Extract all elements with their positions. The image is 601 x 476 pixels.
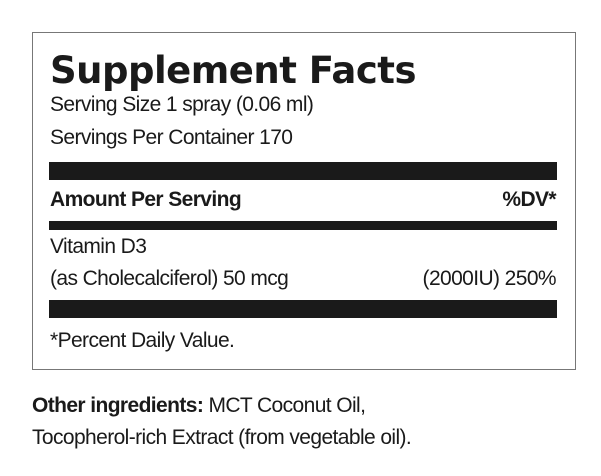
other-ingredients-line2: Tocopherol-rich Extract (from vegetable …: [32, 426, 412, 449]
thick-divider: [49, 162, 557, 180]
amount-per-serving-header: Amount Per Serving: [50, 188, 242, 211]
supplement-facts-panel: [32, 32, 576, 370]
thick-divider: [49, 300, 557, 318]
nutrient-name: Vitamin D3: [50, 235, 147, 258]
footnote: *Percent Daily Value.: [50, 329, 235, 352]
nutrient-detail: (as Cholecalciferol) 50 mcg: [50, 267, 289, 290]
other-ingredients-line1: Other ingredients: MCT Coconut Oil,: [32, 394, 366, 417]
dv-header: %DV*: [502, 188, 556, 211]
thin-divider: [49, 221, 557, 230]
other-ingredients-text: MCT Coconut Oil,: [203, 394, 366, 417]
nutrient-dv: (2000IU) 250%: [422, 267, 557, 290]
panel-title: Supplement Facts: [50, 49, 417, 92]
other-ingredients-label: Other ingredients:: [32, 394, 204, 417]
servings-per-container: Servings Per Container 170: [50, 126, 293, 149]
serving-size: Serving Size 1 spray (0.06 ml): [50, 93, 314, 116]
